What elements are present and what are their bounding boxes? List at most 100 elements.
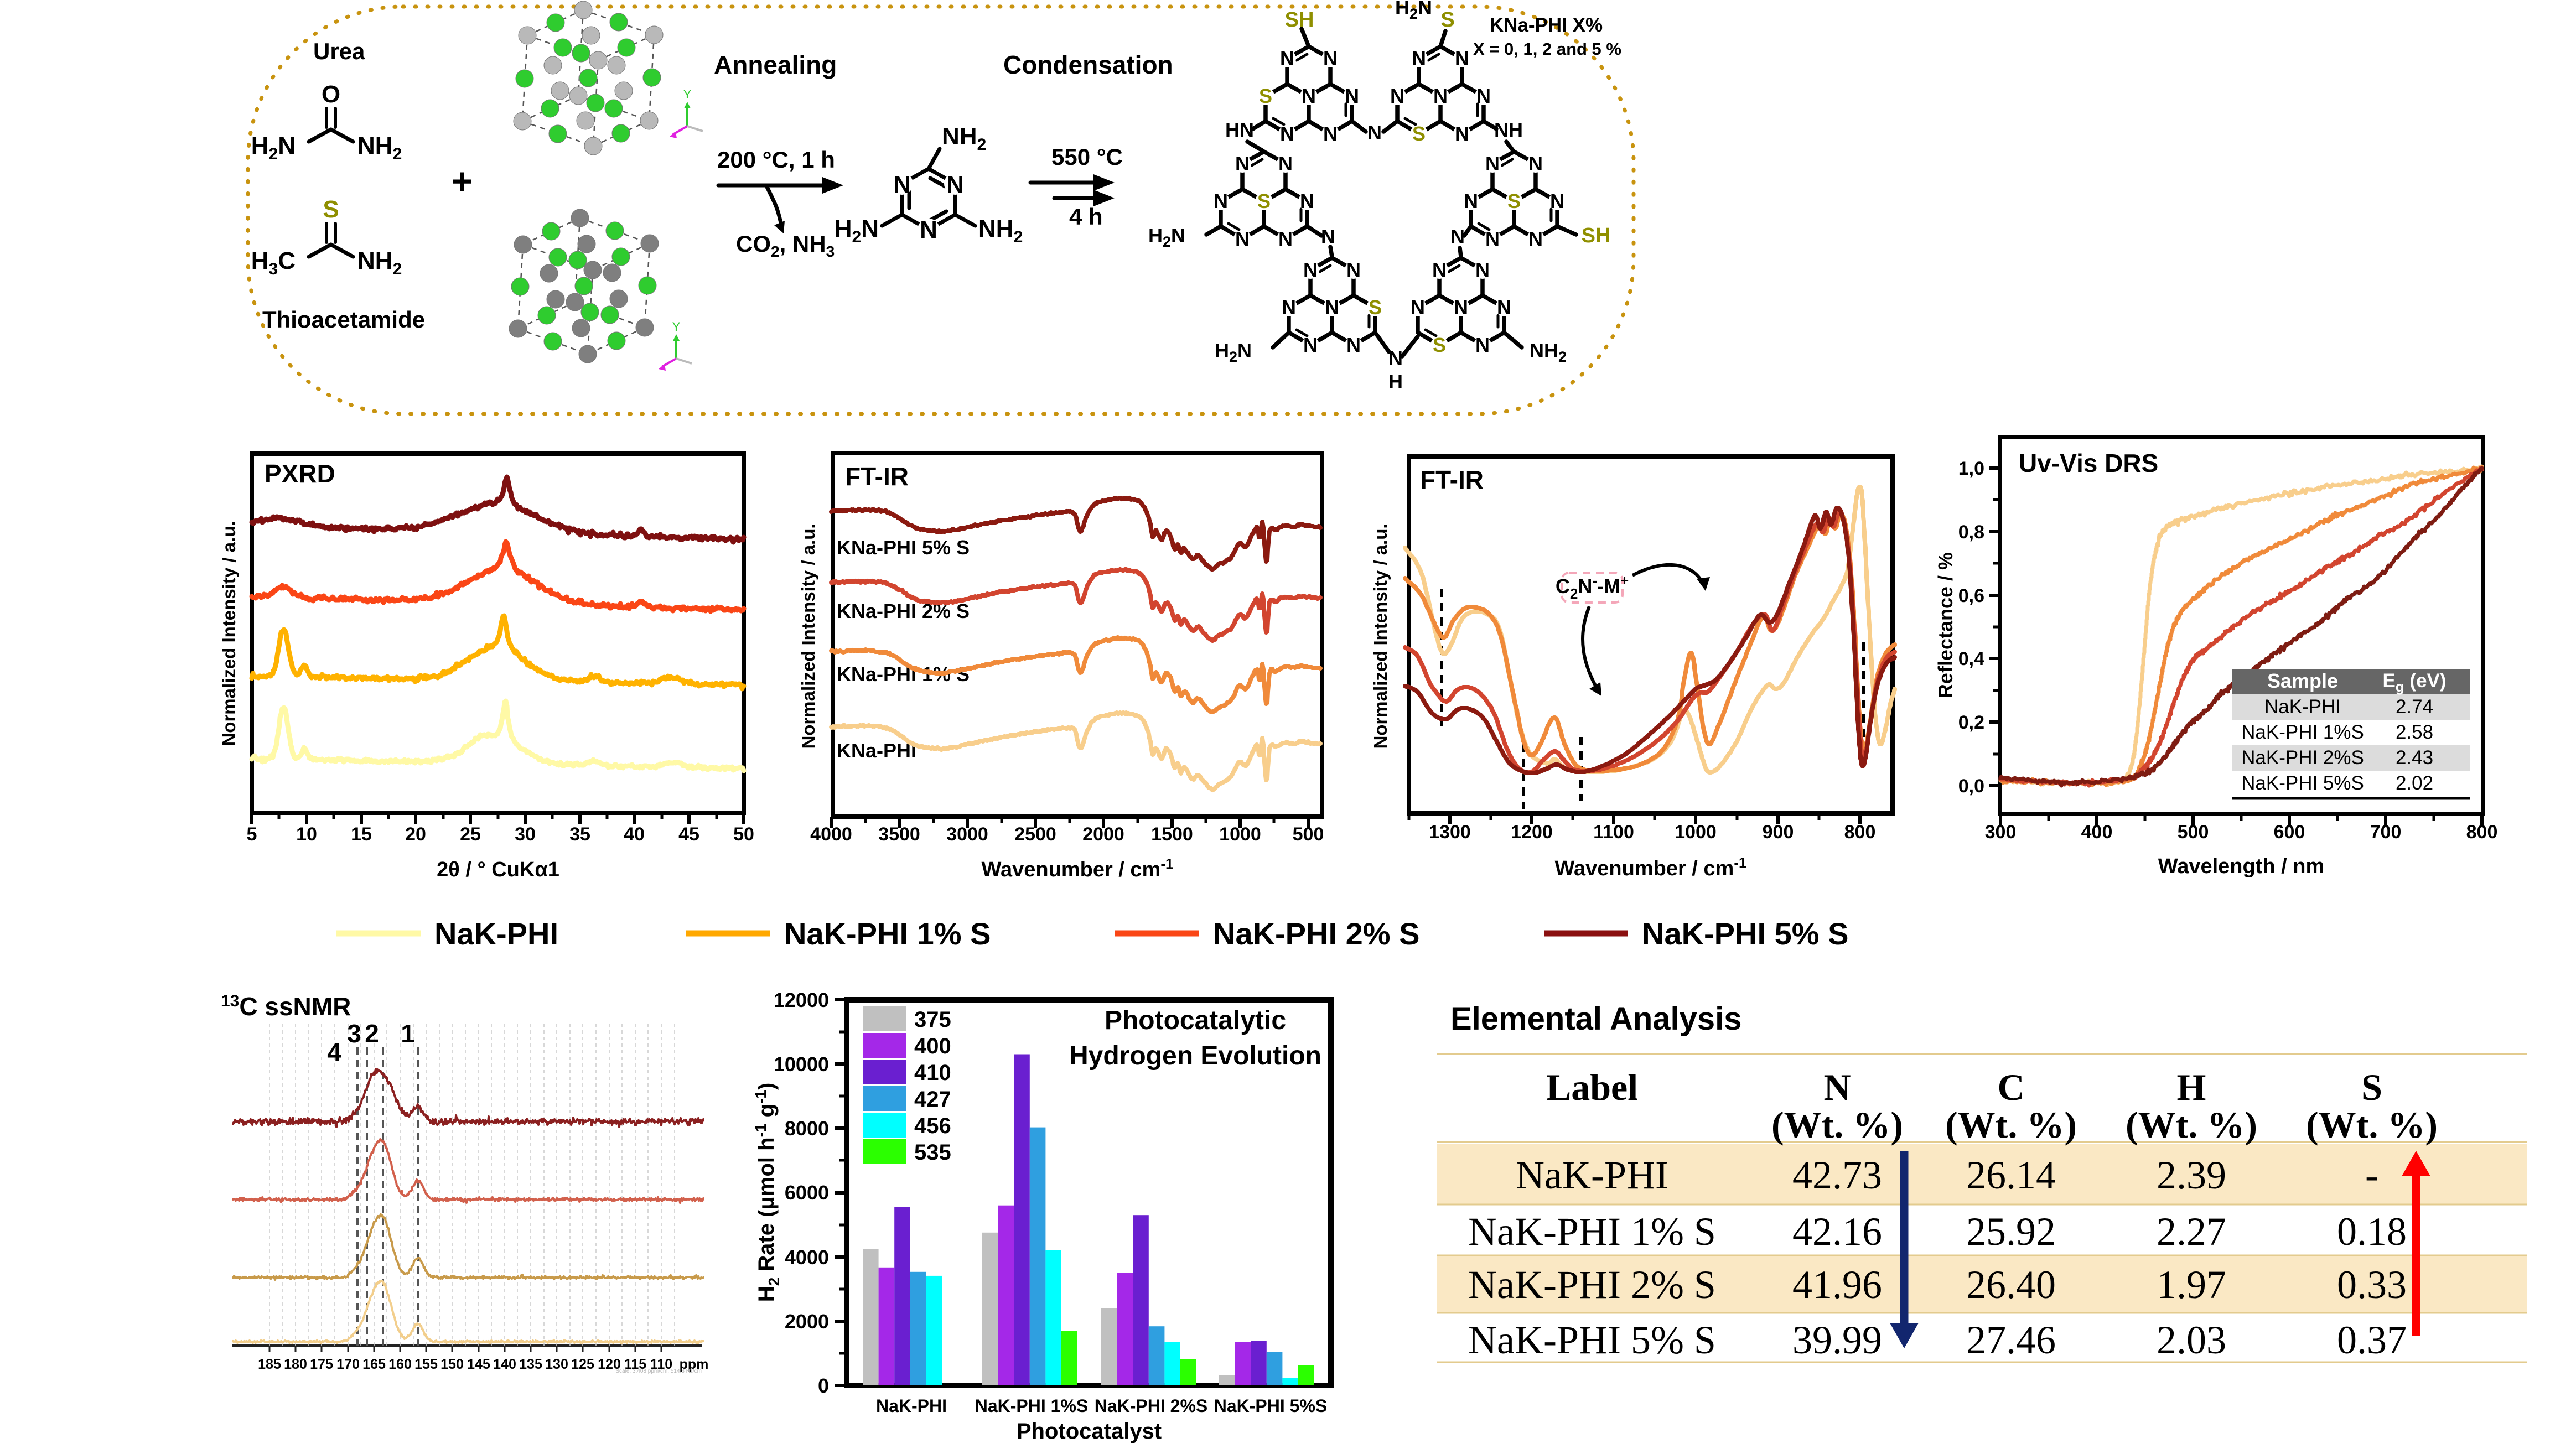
- svg-text:6000: 6000: [785, 1181, 829, 1204]
- svg-text:N: N: [920, 216, 937, 243]
- svg-text:2.43: 2.43: [2396, 747, 2433, 768]
- svg-text:N: N: [946, 171, 964, 198]
- svg-text:HN: HN: [1225, 118, 1254, 141]
- svg-text:(Wt. %): (Wt. %): [2126, 1104, 2257, 1146]
- svg-text:X = 0, 1, 2 and 5 %: X = 0, 1, 2 and 5 %: [1473, 39, 1621, 59]
- svg-text:45: 45: [678, 824, 699, 845]
- svg-text:SH: SH: [1582, 224, 1611, 247]
- svg-text:N: N: [1450, 225, 1465, 248]
- svg-text:26.14: 26.14: [1966, 1153, 2056, 1197]
- svg-text:NH2: NH2: [357, 132, 402, 163]
- svg-text:3000: 3000: [946, 824, 988, 845]
- svg-text:2000: 2000: [1082, 824, 1124, 845]
- svg-text:(Wt. %): (Wt. %): [1945, 1104, 2077, 1146]
- svg-text:120: 120: [598, 1357, 621, 1372]
- svg-text:375: 375: [914, 1008, 951, 1032]
- svg-text:25: 25: [460, 824, 481, 845]
- svg-text:4 h: 4 h: [1069, 204, 1103, 230]
- svg-text:C2N--M+: C2N--M+: [1556, 572, 1629, 602]
- svg-text:N: N: [1303, 334, 1318, 356]
- svg-text:Condensation: Condensation: [1003, 50, 1173, 79]
- svg-text:27.46: 27.46: [1966, 1318, 2056, 1362]
- svg-text:Wavelength / nm: Wavelength / nm: [2158, 855, 2325, 878]
- svg-text:Photocatalytic: Photocatalytic: [1105, 1006, 1286, 1035]
- svg-text:NaK-PHI 2%S: NaK-PHI 2%S: [1095, 1396, 1208, 1416]
- svg-text:456: 456: [914, 1114, 951, 1138]
- svg-text:H2 Rate (μmol h-1 g-1): H2 Rate (μmol h-1 g-1): [752, 1083, 782, 1302]
- svg-text:41.96: 41.96: [1792, 1263, 1882, 1307]
- svg-text:N: N: [1485, 227, 1500, 250]
- svg-text:Uv-Vis DRS: Uv-Vis DRS: [2019, 449, 2158, 477]
- svg-text:N: N: [1455, 47, 1469, 70]
- svg-text:(Wt. %): (Wt. %): [2306, 1104, 2438, 1146]
- svg-text:-: -: [2365, 1153, 2378, 1197]
- svg-text:N: N: [893, 171, 911, 198]
- svg-text:1.97: 1.97: [2157, 1263, 2226, 1307]
- svg-text:1: 1: [401, 1019, 415, 1048]
- svg-text:1,0: 1,0: [1958, 458, 1984, 479]
- svg-text:N: N: [1390, 85, 1404, 107]
- svg-text:Urea: Urea: [313, 38, 365, 64]
- svg-text:(Wt. %): (Wt. %): [1771, 1104, 1903, 1146]
- svg-text:N: N: [1411, 296, 1425, 319]
- svg-text:0,2: 0,2: [1958, 712, 1984, 733]
- svg-text:NH: NH: [1494, 118, 1523, 141]
- svg-text:4000: 4000: [810, 824, 852, 845]
- svg-text:1000: 1000: [1219, 824, 1261, 845]
- svg-text:NaK-PHI 1% S: NaK-PHI 1% S: [1468, 1209, 1716, 1254]
- svg-text:N: N: [1454, 296, 1468, 319]
- svg-text:1000: 1000: [1675, 822, 1717, 843]
- svg-text:N: N: [1321, 225, 1335, 248]
- svg-text:NaK-PHI 2% S: NaK-PHI 2% S: [1213, 916, 1419, 951]
- svg-text:35: 35: [569, 824, 590, 845]
- svg-text:25.92: 25.92: [1966, 1209, 2056, 1254]
- svg-text:NaK-PHI 5%S: NaK-PHI 5%S: [1214, 1396, 1328, 1416]
- svg-text:Y: Y: [683, 87, 692, 101]
- svg-text:N: N: [1476, 85, 1491, 107]
- svg-text:NaK-PHI: NaK-PHI: [2264, 696, 2341, 718]
- svg-text:130: 130: [545, 1357, 568, 1372]
- svg-text:N: N: [1412, 47, 1426, 70]
- svg-text:427: 427: [914, 1087, 951, 1112]
- svg-text:410: 410: [914, 1061, 951, 1085]
- svg-text:H: H: [2177, 1066, 2206, 1108]
- svg-text:+: +: [452, 160, 473, 201]
- svg-text:180: 180: [284, 1357, 307, 1372]
- svg-text:Label: Label: [1546, 1066, 1638, 1108]
- svg-text:N: N: [1485, 152, 1500, 175]
- svg-text:Reflectance / %: Reflectance / %: [1934, 552, 1957, 698]
- svg-text:NaK-PHI 2% S: NaK-PHI 2% S: [1468, 1263, 1716, 1307]
- svg-text:N: N: [1300, 190, 1314, 212]
- svg-text:155: 155: [414, 1357, 438, 1372]
- svg-text:NaK-PHI 5% S: NaK-PHI 5% S: [1468, 1318, 1716, 1362]
- svg-text:50: 50: [733, 824, 754, 845]
- svg-text:CO2, NH3: CO2, NH3: [736, 231, 835, 260]
- svg-text:N: N: [1346, 334, 1361, 356]
- svg-text:N: N: [1497, 296, 1511, 319]
- svg-text:2.39: 2.39: [2157, 1153, 2226, 1197]
- svg-text:NaK-PHI: NaK-PHI: [434, 916, 558, 951]
- svg-text:NaK-PHI: NaK-PHI: [876, 1396, 947, 1416]
- svg-text:N: N: [1455, 122, 1469, 145]
- svg-text:PXRD: PXRD: [265, 459, 335, 488]
- svg-text:42.73: 42.73: [1792, 1153, 1882, 1197]
- svg-text:3: 3: [347, 1019, 361, 1048]
- svg-text:N: N: [1280, 122, 1294, 145]
- svg-text:200 °C, 1 h: 200 °C, 1 h: [717, 147, 835, 173]
- svg-text:4000: 4000: [785, 1246, 829, 1269]
- svg-text:H2N: H2N: [835, 215, 879, 246]
- svg-text:N: N: [1367, 121, 1382, 144]
- svg-text:0.37: 0.37: [2337, 1318, 2407, 1362]
- svg-text:Eg (eV): Eg (eV): [2382, 670, 2446, 695]
- svg-text:15: 15: [351, 824, 372, 845]
- svg-text:KNa-PHI 5% S: KNa-PHI 5% S: [837, 536, 970, 559]
- svg-text:535: 535: [914, 1140, 951, 1165]
- svg-text:N: N: [1475, 258, 1490, 281]
- svg-text:N: N: [1528, 227, 1543, 250]
- svg-text:Scale: 3.408 ppm/cm, 514.3 Hz/: Scale: 3.408 ppm/cm, 514.3 Hz/cm: [615, 1368, 702, 1374]
- svg-text:2.03: 2.03: [2157, 1318, 2226, 1362]
- svg-text:135: 135: [519, 1357, 542, 1372]
- svg-text:N: N: [1432, 258, 1447, 281]
- svg-text:S: S: [1369, 296, 1382, 319]
- svg-text:115: 115: [624, 1357, 646, 1372]
